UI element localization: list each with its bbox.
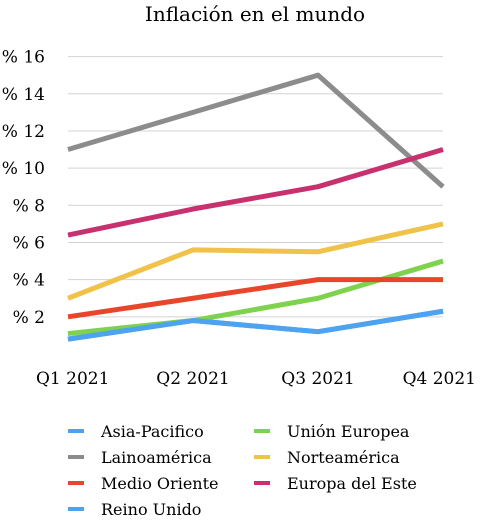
- legend-label: Europa del Este: [287, 474, 417, 493]
- legend-label: Asia-Pacifico: [100, 422, 204, 441]
- series-lines: [67, 72, 445, 342]
- series-line: [67, 72, 445, 189]
- x-tick-label: Q4 2021: [403, 369, 476, 389]
- y-tick-label: % 4: [13, 271, 45, 291]
- chart-title: Inflación en el mundo: [145, 2, 365, 26]
- series-line: [67, 147, 444, 238]
- x-tick-label: Q3 2021: [281, 369, 354, 389]
- series-line: [67, 308, 444, 342]
- legend-label: Reino Unido: [101, 500, 201, 519]
- series-line: [67, 277, 443, 320]
- x-tick-label: Q1 2021: [36, 369, 109, 389]
- y-tick-label: % 12: [2, 122, 45, 142]
- y-tick-label: % 2: [13, 308, 45, 328]
- y-tick-label: % 16: [2, 48, 45, 68]
- legend-label: Norteamérica: [287, 448, 400, 467]
- y-tick-label: % 10: [2, 159, 45, 179]
- legend-label: Unión Europea: [287, 422, 410, 441]
- y-tick-label: % 8: [13, 196, 45, 216]
- legend: Asia-Pacifico Unión Europea Lainoamérica No…: [68, 422, 417, 519]
- series-line: [67, 221, 444, 301]
- legend-label: Lainoamérica: [101, 448, 212, 467]
- y-tick-label: % 6: [13, 233, 45, 253]
- y-tick-label: % 14: [2, 85, 45, 105]
- x-tick-label: Q2 2021: [156, 369, 229, 389]
- x-axis-ticks: Q1 2021 Q2 2021 Q3 2021 Q4 2021: [36, 369, 476, 389]
- y-axis-ticks: % 2 % 4 % 6 % 8 % 10 % 12 % 14 % 16: [2, 48, 45, 328]
- legend-label: Medio Oriente: [101, 474, 218, 493]
